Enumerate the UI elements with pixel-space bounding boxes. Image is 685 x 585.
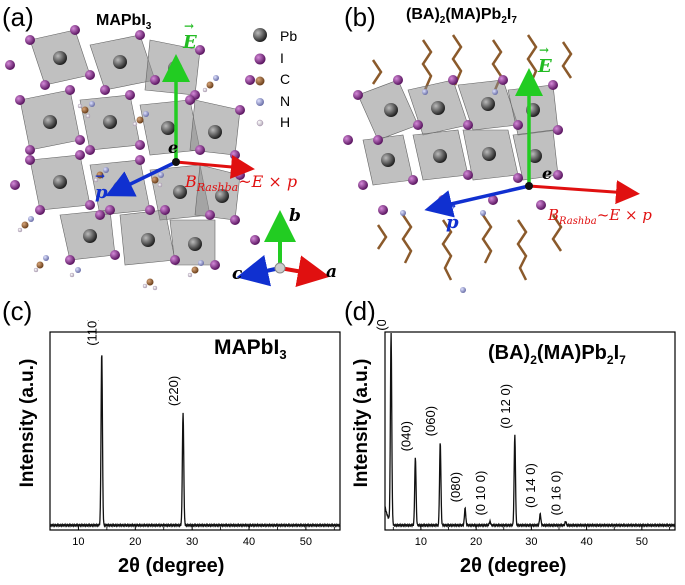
xrd-profile-line (384, 332, 676, 528)
b-electron-dot (525, 182, 533, 190)
peak-label: (0 10 0) (473, 471, 488, 516)
panel-a-electron-label: e (168, 138, 179, 157)
legend-markers (253, 28, 267, 127)
x-tick-label: 50 (636, 536, 648, 548)
panel-b-rashba-label: BRashba~E × p (548, 206, 652, 227)
peak-label: (040) (398, 421, 413, 451)
axis-c-label: c (232, 264, 243, 284)
panel-d-chart: 10 20 30 40 50 (020) (040) (060) (080) (0 10 0) (0… (374, 320, 676, 548)
panel-a-structure (5, 25, 260, 291)
legend-label-n: N (280, 92, 291, 109)
panel-d-compound: (BA)2(MA)Pb2I7 (488, 342, 626, 367)
panel-a-title: MAPbI3 (96, 12, 152, 33)
rashba-field-arrow (175, 154, 255, 179)
panel-a-e-label: → E (183, 19, 197, 53)
x-tick-label: 30 (525, 536, 537, 548)
panel-d-xlabel: 2θ (degree) (460, 555, 567, 577)
x-tick-label: 10 (72, 536, 84, 548)
panel-letter-b: (b) (344, 2, 376, 32)
octahedra-network (19, 29, 241, 266)
peak-label: (020) (374, 320, 389, 331)
panel-b-electron-label: e (542, 164, 553, 183)
plot-frame (49, 331, 341, 531)
b-polarization-arrow (424, 184, 530, 218)
panel-a-legend: Pb I C N H (252, 26, 322, 139)
peak-label: (110) (85, 320, 100, 346)
x-tick-label: 40 (243, 536, 255, 548)
organic-atoms (17, 75, 219, 291)
xrd-profile-line (49, 355, 341, 528)
axis-a-label: a (326, 262, 338, 282)
legend-label-c: C (280, 71, 291, 87)
polarization-arrow (105, 160, 177, 197)
panel-letter-c: (c) (2, 296, 33, 326)
panel-b-e-label: → E (538, 43, 552, 77)
peak-label: (220) (166, 376, 181, 406)
peak-label: (060) (423, 406, 438, 436)
legend-label-h: H (280, 114, 291, 130)
peak-label: (0 12 0) (498, 384, 513, 429)
panel-a-rashba-label: BRashba~E × p (185, 172, 298, 195)
organic-chains-bottom (376, 214, 563, 281)
plot-frame (384, 331, 676, 531)
i-atoms (5, 25, 260, 270)
x-tick-label: 20 (470, 536, 482, 548)
panel-letter-a: (a) (2, 2, 34, 32)
panel-c-compound: MAPbI3 (214, 336, 287, 363)
panel-a-p-label: → p (95, 169, 108, 203)
panel-b-structure (343, 34, 640, 293)
panel-c-xlabel: 2θ (degree) (118, 555, 225, 577)
panel-letter-d: (d) (344, 296, 376, 326)
x-tick-label: 30 (186, 536, 198, 548)
axes-triad (236, 210, 330, 287)
x-tick-label: 40 (580, 536, 592, 548)
panel-b-title: (BA)2(MA)Pb2I7 (406, 6, 517, 27)
b-rashba-field-arrow (528, 180, 640, 205)
x-tick-label: 10 (415, 536, 427, 548)
x-tick-label: 20 (129, 536, 141, 548)
legend-label-i: I (280, 49, 284, 66)
peak-label: (0 16 0) (549, 471, 564, 516)
x-tick-label: 50 (300, 536, 312, 548)
legend-label-pb: Pb (280, 28, 298, 44)
b-n-atoms (400, 89, 498, 293)
axis-b-label: b (289, 206, 301, 226)
peak-label: (0 14 0) (523, 463, 538, 508)
peak-label: (080) (448, 472, 463, 502)
panel-b-p-label: → p (446, 199, 459, 233)
electron-dot (172, 158, 180, 166)
panel-c-chart: 10 20 30 40 50 (110) (220) (49, 320, 341, 548)
